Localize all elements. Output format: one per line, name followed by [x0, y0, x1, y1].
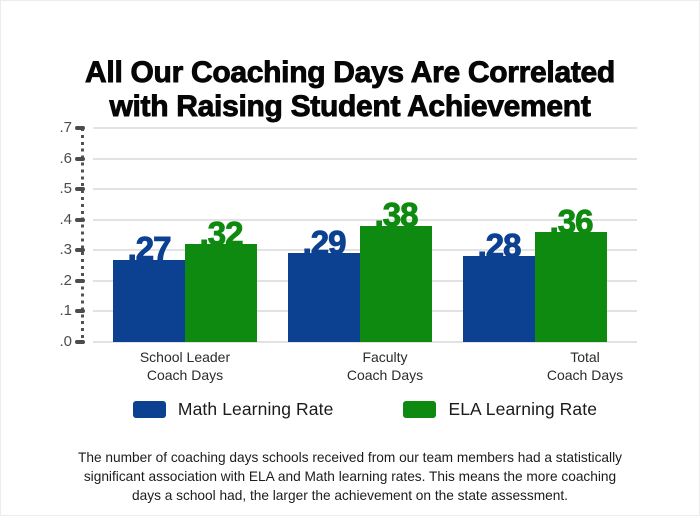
- bar-value-label: .29: [302, 223, 347, 261]
- footnote-line: The number of coaching days schools rece…: [78, 449, 622, 465]
- category-label-line: Faculty: [362, 349, 408, 365]
- category-label: Faculty Coach Days: [313, 348, 457, 384]
- category-label: School Leader Coach Days: [113, 348, 257, 384]
- bar-group: .28 .36: [463, 204, 607, 342]
- chart-title: All Our Coaching Days Are Correlated wit…: [0, 56, 700, 124]
- y-axis-dotted-line: [81, 128, 84, 344]
- y-axis-tick-label: .4: [59, 210, 72, 228]
- bar-value-label: .27: [127, 230, 172, 268]
- y-axis-tick-label: .3: [59, 241, 72, 259]
- bar-value-label: .32: [199, 214, 244, 252]
- y-axis-tick-mark: [75, 187, 85, 192]
- legend: Math Learning Rate ELA Learning Rate: [0, 399, 700, 420]
- y-axis-tick-label: .7: [59, 119, 72, 136]
- x-axis-labels: School Leader Coach Days Faculty Coach Days…: [93, 348, 687, 384]
- gridline: [93, 218, 637, 221]
- y-axis-tick-label: .5: [59, 180, 72, 198]
- bar-value-label: .38: [374, 196, 419, 234]
- bar-ela: .38: [360, 198, 432, 342]
- y-axis-tick-mark: [75, 217, 85, 222]
- plot-area: .27 .32 .29 .38 .28 .36: [93, 127, 637, 343]
- gridline: [93, 341, 637, 343]
- bar-groups: .27 .32 .29 .38 .28 .36: [93, 128, 637, 342]
- y-axis-tick-mark: [75, 278, 85, 283]
- y-axis-tick-label: .6: [59, 149, 72, 167]
- category-label-line: Coach Days: [146, 367, 224, 383]
- gridline: [93, 188, 637, 191]
- gridline: [93, 157, 637, 160]
- category-label-line: Total: [570, 349, 600, 365]
- bar-math: .29: [288, 225, 360, 342]
- footnote: The number of coaching days schools rece…: [40, 448, 660, 505]
- legend-swatch-math: [132, 401, 166, 418]
- bar-value-label: .36: [549, 202, 594, 240]
- bar-value-label: .28: [477, 227, 522, 265]
- y-axis-tick-mark: [75, 248, 85, 253]
- legend-label-math: Math Learning Rate: [177, 399, 334, 419]
- y-axis-tick-mark: [75, 156, 85, 161]
- category-label-line: School Leader: [139, 349, 231, 365]
- legend-item-ela: ELA Learning Rate: [403, 399, 597, 420]
- footnote-line: days a school had, the larger the achiev…: [132, 487, 568, 503]
- category-label-line: Coach Days: [546, 367, 624, 383]
- bar-ela: .36: [535, 204, 607, 342]
- y-axis-tick-label: .2: [59, 271, 72, 289]
- legend-item-math: Math Learning Rate: [132, 399, 334, 420]
- y-axis-tick-mark: [75, 340, 85, 344]
- bar-math: .28: [463, 228, 535, 342]
- bar-ela: .32: [185, 216, 257, 342]
- legend-swatch-ela: [403, 401, 437, 418]
- bar-group: .29 .38: [288, 198, 432, 342]
- bar-group: .27 .32: [113, 216, 257, 342]
- chart-title-line-1: All Our Coaching Days Are Correlated: [85, 56, 616, 90]
- bar-math: .27: [113, 231, 185, 342]
- bar-chart: .7 .6 .5 .4 .3 .2 .1 .0 .27 .32 .29 .38 .28 .36: [0, 120, 700, 350]
- y-axis-tick-label: .0: [59, 333, 72, 350]
- category-label-line: Coach Days: [346, 367, 424, 383]
- y-axis-tick-mark: [75, 126, 85, 130]
- y-axis-tick-label: .1: [59, 302, 72, 320]
- footnote-line: significant association with ELA and Mat…: [83, 468, 617, 484]
- gridline: [93, 127, 637, 129]
- category-label: Total Coach Days: [513, 348, 657, 384]
- legend-label-ela: ELA Learning Rate: [448, 399, 598, 419]
- y-axis-tick-mark: [75, 309, 85, 314]
- chart-title-line-2: with Raising Student Achievement: [109, 90, 591, 124]
